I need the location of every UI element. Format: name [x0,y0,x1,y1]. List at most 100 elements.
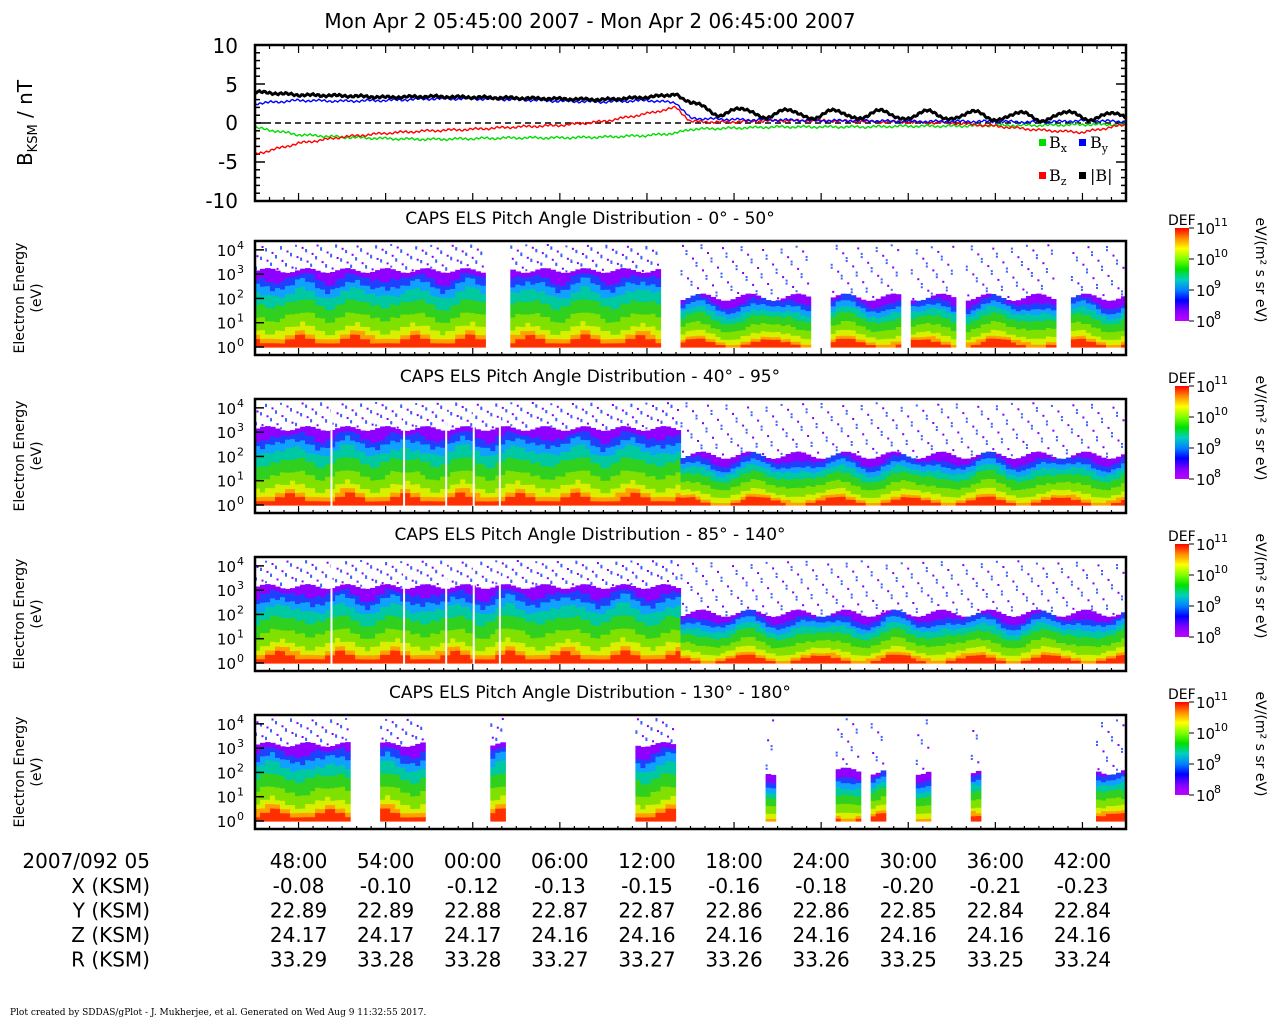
spectrogram-cell [770,316,777,320]
spectrogram-cell [490,496,496,502]
spectrogram-cell [475,475,481,481]
spectrogram-cell [945,341,952,345]
spectrogram-cell [255,279,261,284]
spectrogram-cell [315,433,321,438]
spectrogram-cell [340,286,346,291]
spectrogram-cell [1015,326,1022,330]
spectrogram-cell [860,326,867,330]
colorbar-title: DEF [1168,213,1196,229]
spectrogram-cell [440,467,446,473]
spectrogram-cell [480,496,486,502]
spectrogram-cell [475,450,481,456]
spectrogram-cell [1015,315,1022,319]
spectrogram-cell [465,470,471,475]
spectrogram-cell [405,488,411,494]
spectrogram-cell [560,430,566,436]
spectrogram-cell [465,478,471,484]
spectrogram-cell [595,288,601,294]
spectrogram-cell [1035,308,1042,312]
spectrogram-cell [440,447,446,452]
mag-ylabel-unit: / nT [13,79,37,124]
spectrogram-cell [515,338,521,344]
spectrogram-cell [760,306,767,310]
spectrogram-cell [1015,341,1022,345]
spectrogram-cell [425,483,431,489]
spectrogram-cell [290,276,296,282]
spectrogram-cell [360,326,366,331]
spectrogram-noise [555,417,558,420]
spectrogram-cell [485,492,491,498]
spectrogram-noise [455,402,458,405]
spectrogram-cell [460,435,466,441]
spectrogram-noise [460,262,463,265]
spectrogram-cell [830,338,837,343]
spectrogram-cell [790,311,797,316]
spectrogram-cell [935,302,942,307]
spectrogram-cell [460,465,466,471]
spectrogram-cell [785,301,792,306]
spectrogram-cell [550,304,556,309]
spectrogram-cell [855,300,862,304]
spectrogram-cell [575,466,581,472]
spectrogram-cell [1015,328,1022,332]
spectrogram-noise [546,244,549,246]
spectrogram-cell [560,272,566,278]
spectrogram-cell [450,321,456,327]
spectrogram-cell [430,290,436,296]
spectrogram-cell [405,484,411,490]
spectrogram-cell [885,320,892,325]
spectrogram-noise [937,250,940,253]
spectrogram-cell [580,272,586,278]
spectrogram-cell [540,329,546,335]
spectrogram-cell [445,439,451,444]
spectrogram-cell [635,321,641,327]
spectrogram-cell [480,322,486,327]
spectrogram-cell [410,301,416,306]
spectrogram-cell [1101,323,1107,327]
spectrogram-cell [535,427,541,433]
spectrogram-cell [710,335,717,340]
spectrogram-cell [725,329,732,333]
spectrogram-cell [575,500,581,506]
spectrogram-cell [535,308,541,314]
spectrogram-noise [350,420,353,423]
spectrogram-cell [315,342,321,348]
spectrogram-cell [985,323,992,327]
spectrogram-cell [710,333,717,337]
spectrogram-cell [1000,300,1007,305]
spectrogram-cell [275,441,281,447]
spectrogram-cell [540,285,546,291]
spectrogram-cell [465,443,471,449]
legend-swatch-bmag [1079,172,1086,179]
spectrogram-cell [1075,303,1082,308]
spectrogram-cell [970,312,977,316]
spectrogram-cell [305,456,311,462]
spectrogram-cell [735,344,742,348]
spectrogram-cell [340,474,346,480]
spectrogram-cell [625,299,631,304]
spectrogram-noise [345,251,348,254]
spectrogram-cell [440,293,446,298]
spectrogram-cell [945,306,952,310]
spectrogram-noise [536,416,539,419]
spectrogram-cell [360,492,366,498]
spectrogram-noise [266,415,269,418]
spectrogram-cell [1070,308,1077,312]
spectrogram-cell [360,484,366,489]
spectrogram-cell [865,316,872,320]
spectrogram-cell [860,312,867,316]
spectrogram-noise [785,279,788,282]
spectrogram-cell [280,326,286,331]
spectrogram-cell [275,449,281,455]
spectrogram-cell [475,488,481,493]
spectrogram-cell [525,334,531,340]
spectrogram-cell [890,308,897,312]
spectrogram-cell [575,338,581,344]
spectrogram-cell [265,276,271,282]
spectrogram-cell [715,341,722,345]
spectrogram-noise [440,250,443,253]
spectrogram-cell [440,330,446,336]
spectrogram-cell [570,433,576,439]
spectrogram-cell [440,480,446,485]
spectrogram-cell [345,426,351,432]
